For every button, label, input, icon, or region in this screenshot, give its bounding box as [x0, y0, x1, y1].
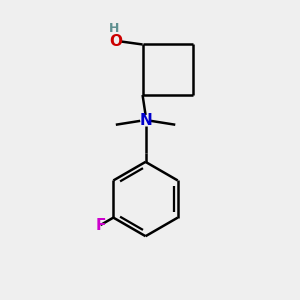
Text: H: H [109, 22, 119, 34]
Text: N: N [139, 113, 152, 128]
Text: O: O [109, 34, 122, 49]
Text: F: F [95, 218, 106, 232]
